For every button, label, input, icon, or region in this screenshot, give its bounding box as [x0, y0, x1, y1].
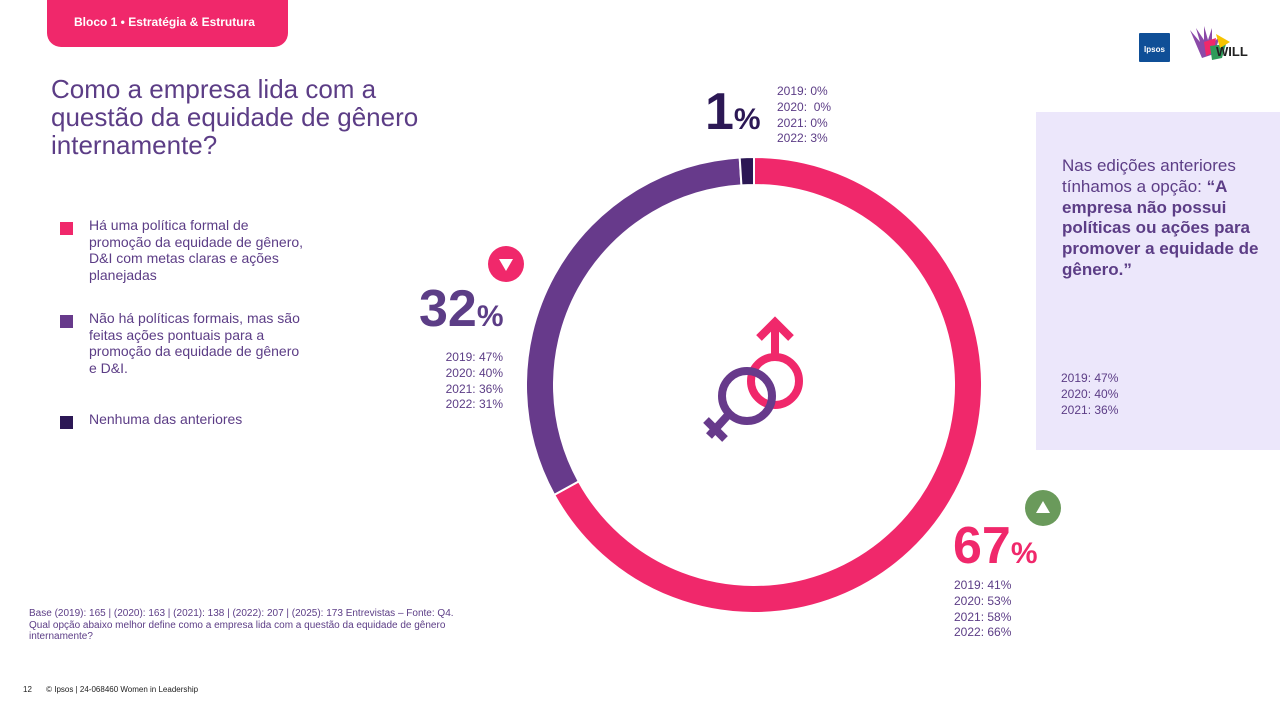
legend-label: Nenhuma das anteriores: [89, 411, 243, 427]
ipsos-logo: Ipsos: [1139, 33, 1170, 62]
legend-swatch-dark: [60, 416, 73, 429]
data-label-unit: %: [476, 300, 504, 333]
base-note: Base (2019): 165 | (2020): 163 | (2021):…: [29, 608, 454, 642]
history-line: 2020: 40%: [1061, 387, 1119, 401]
gender-symbols-icon: [703, 316, 803, 442]
history-line: 2019: 0%: [777, 84, 828, 98]
legend-swatch-purple: [60, 315, 73, 328]
data-label-informal: 32%: [419, 283, 504, 335]
arrow-up-icon: [1036, 501, 1050, 513]
legend-label: Há uma política formal de promoção da eq…: [89, 217, 304, 283]
history-line: 2020: 40%: [445, 365, 503, 380]
will-logo-text: WILL: [1216, 44, 1248, 59]
history-line: 2022: 3%: [777, 131, 828, 146]
legend-label: Não há políticas formais, mas são feitas…: [89, 310, 300, 376]
page-title: Como a empresa lida com a questão da equ…: [51, 74, 419, 160]
slice-informal-actions: [526, 157, 743, 497]
page-number: 12: [23, 685, 32, 694]
history-line: 2020: 0%: [777, 99, 832, 114]
data-label-formal: 67%: [953, 520, 1038, 572]
slice-formal-policy: [552, 157, 982, 613]
history-line: 2021: 0%: [777, 115, 828, 130]
history-line: 2022: 66%: [954, 625, 1012, 640]
history-line: 2022: 31%: [445, 397, 503, 412]
footer: 12 © Ipsos | 24-068460 Women in Leadersh…: [23, 685, 198, 694]
section-tab: Bloco 1 • Estratégia & Estrutura: [47, 0, 288, 47]
hands-logo-icon: [1190, 26, 1230, 60]
history-line: 2020: 53%: [954, 593, 1012, 608]
previous-editions-panel: Nas edições anteriores tínhamos a opção:…: [1036, 112, 1280, 450]
history-none: 2019: 0% 2020: 0% 2021: 0% 2022: 3%: [777, 84, 831, 147]
data-label-unit: %: [1010, 537, 1038, 570]
history-line: 2021: 36%: [445, 381, 503, 396]
data-label-value: 1: [705, 83, 734, 141]
history-informal: 2019: 47% 2020: 40% 2021: 36% 2022: 31%: [437, 350, 503, 413]
history-line: 2021: 36%: [1061, 403, 1119, 417]
trend-up-marker: [1025, 490, 1061, 526]
history-line: 2019: 41%: [954, 578, 1012, 592]
panel-quote: “A empresa não possui políticas ou ações…: [1062, 176, 1259, 279]
slice-none: [738, 157, 755, 187]
panel-intro: Nas edições anteriores tínhamos a opção:: [1062, 156, 1236, 196]
data-label-none: 1%: [705, 86, 761, 138]
history-formal: 2019: 41% 2020: 53% 2021: 58% 2022: 66%: [954, 578, 1011, 641]
history-line: 2019: 47%: [445, 350, 503, 364]
history-line: 2021: 58%: [954, 609, 1012, 624]
panel-history: 2019: 47% 2020: 40% 2021: 36%: [1061, 370, 1118, 418]
data-label-value: 67: [953, 517, 1011, 575]
history-line: 2019: 47%: [1061, 371, 1119, 385]
will-logo: WILL: [1186, 24, 1258, 68]
copyright: © Ipsos | 24-068460 Women in Leadership: [46, 685, 199, 694]
legend-swatch-pink: [60, 222, 73, 235]
data-label-value: 32: [419, 280, 477, 338]
trend-down-marker: [488, 246, 524, 282]
data-label-unit: %: [733, 103, 761, 136]
donut-chart: [526, 157, 982, 613]
panel-text: Nas edições anteriores tínhamos a opção:…: [1062, 156, 1272, 281]
arrow-down-icon: [499, 259, 513, 271]
